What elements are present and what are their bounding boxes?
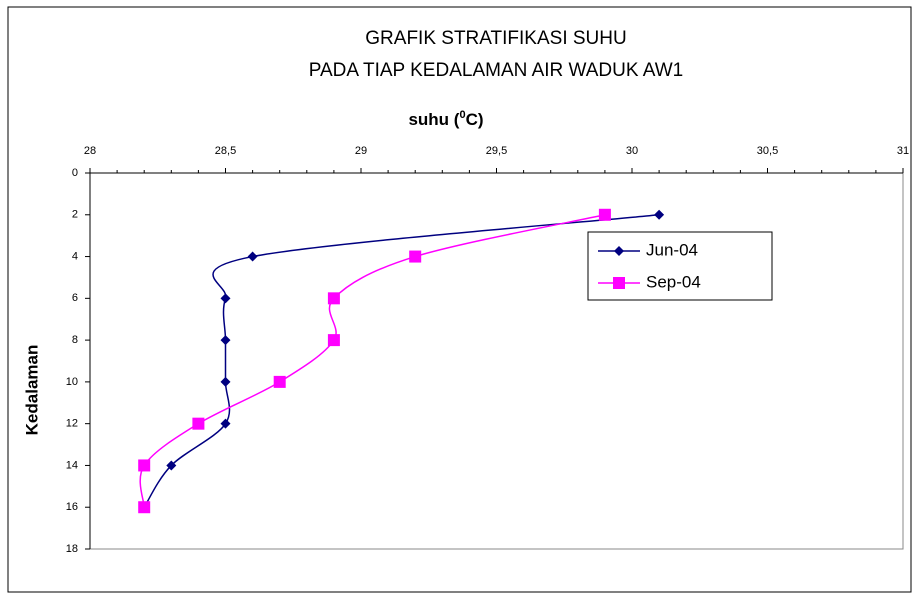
x-tick-label: 29 [355,145,367,157]
x-axis-label-text: suhu ( [408,110,459,129]
chart-subtitle: PADA TIAP KEDALAMAN AIR WADUK AW1 [309,60,683,81]
data-point [327,334,340,347]
x-tick-label: 30,5 [757,145,778,157]
y-tick-label: 10 [66,376,78,388]
data-point [166,460,177,471]
x-tick-label: 31 [897,145,909,157]
x-tick-label: 28,5 [215,145,236,157]
y-tick-label: 4 [72,250,78,262]
data-point [220,376,231,387]
y-tick-label: 6 [72,292,78,304]
y-tick-label: 18 [66,543,78,555]
data-point [138,501,151,514]
y-tick-label: 2 [72,209,78,221]
y-axis-label: Kedalaman [22,345,41,436]
data-point [327,292,340,305]
data-point [409,250,422,263]
data-point [220,293,231,304]
y-tick-label: 12 [66,418,78,430]
data-point [598,208,611,221]
x-axis-label: suhu (0C) [408,109,483,130]
data-point [220,335,231,346]
x-axis-label-unit: C) [466,110,484,129]
x-tick-label: 28 [84,145,96,157]
x-tick-label: 30 [626,145,638,157]
data-point [247,251,258,262]
series-line [139,214,606,508]
data-point [192,417,205,430]
data-point [220,418,231,429]
x-axis-label-sup: 0 [459,109,465,121]
chart-title: GRAFIK STRATIFIKASI SUHU [365,28,626,49]
y-tick-label: 14 [66,459,78,471]
series-line [143,214,660,508]
data-point [654,209,665,220]
legend-marker [613,277,625,289]
y-tick-label: 0 [72,167,78,179]
data-point [273,375,286,388]
legend-label: Sep-04 [646,272,701,291]
y-tick-label: 16 [66,501,78,513]
y-tick-label: 8 [72,334,78,346]
x-tick-label: 29,5 [486,145,507,157]
data-point [138,459,151,472]
legend-label: Jun-04 [646,240,698,259]
legend-marker [614,246,624,256]
